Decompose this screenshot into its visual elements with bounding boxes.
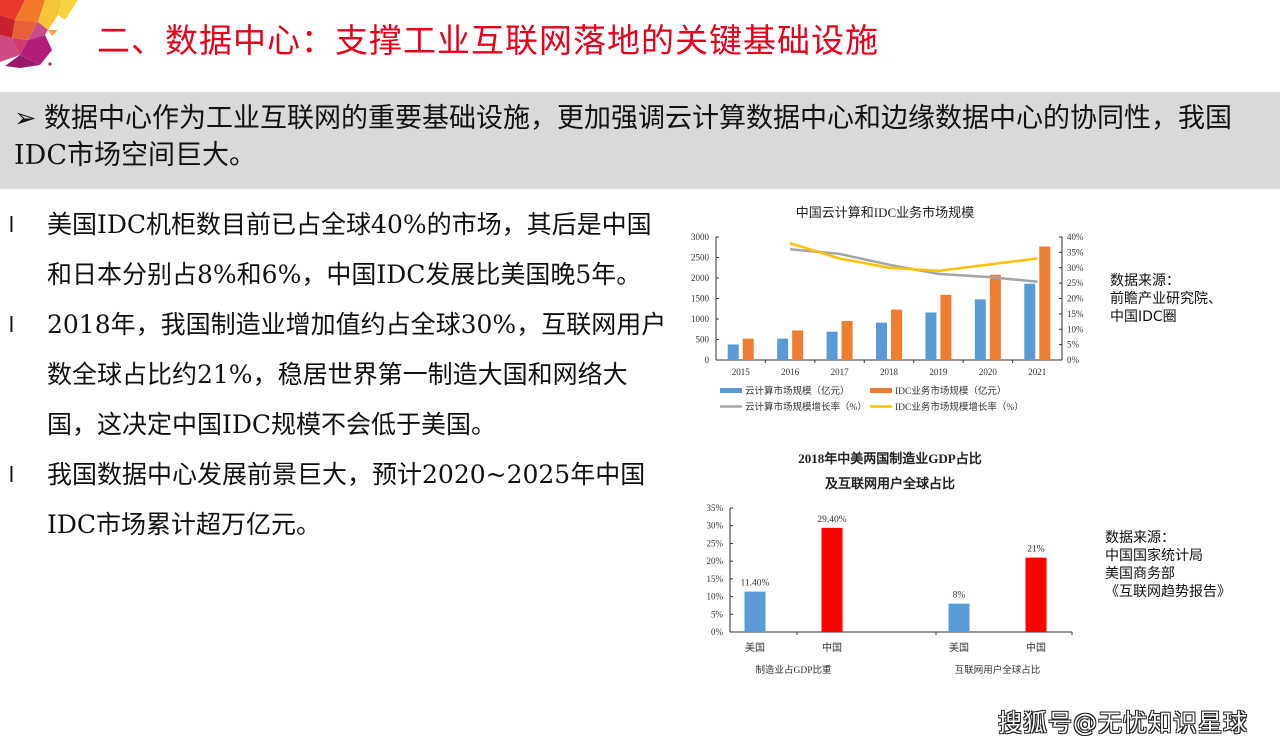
bar-cloud — [826, 331, 838, 360]
page-title: 二、数据中心：支撑工业互联网落地的关键基础设施 — [97, 21, 879, 60]
gdp-internet-share-chart: 2018年中美两国制造业GDP占比 及互联网用户全球占比 0% 5% 10% 15% 20%… — [690, 440, 1090, 680]
bar-usa — [744, 591, 766, 632]
source-label: 数据来源： — [1110, 273, 1180, 289]
bullet-item: l 美国IDC机柜数目前已占全球40%的市场，其后是中国和日本分别占8%和6%，… — [0, 200, 670, 300]
y2-tick-label: 0% — [1067, 355, 1080, 365]
bullet-marker-icon: l — [9, 312, 14, 337]
data-label: 29.40% — [817, 515, 846, 525]
data-label: 8% — [953, 591, 966, 601]
bullet-marker-icon: l — [9, 212, 14, 237]
source-line: 美国商务部 — [1105, 566, 1175, 582]
y-tick-label: 2500 — [691, 253, 710, 263]
y-tick-label: 5% — [711, 609, 724, 619]
bar-idc — [1039, 246, 1051, 360]
watermark: 搜狐号@无忧知识星球 — [998, 709, 1248, 737]
y2-tick-label: 5% — [1067, 340, 1080, 350]
legend-swatch — [720, 388, 742, 393]
x-tick-label: 2015 — [732, 367, 751, 377]
chart-title: 2018年中美两国制造业GDP占比 — [798, 451, 981, 466]
source-label: 数据来源： — [1105, 530, 1175, 546]
bullet-list: l 美国IDC机柜数目前已占全球40%的市场，其后是中国和日本分别占8%和6%，… — [0, 200, 670, 550]
bar-usa — [948, 603, 970, 632]
y2-tick-label: 35% — [1067, 247, 1084, 257]
y-tick-label: 1000 — [691, 314, 710, 324]
bar-china — [1025, 557, 1047, 632]
y-tick-label: 0 — [705, 355, 710, 365]
x-tick-label: 2020 — [979, 367, 998, 377]
bar-idc — [891, 309, 902, 360]
x-tick-label: 2017 — [831, 367, 850, 377]
data-label: 11.40% — [741, 579, 770, 589]
y-tick-label: 500 — [696, 335, 710, 345]
y2-tick-label: 20% — [1067, 294, 1084, 304]
line-idc-growth — [789, 241, 1038, 273]
bullet-item: l 2018年，我国制造业增加值约占全球30%，互联网用户数全球占比约21%，稳… — [0, 300, 670, 450]
bullet-item: l 我国数据中心发展前景巨大，预计2020~2025年中国IDC市场累计超万亿元… — [0, 450, 670, 550]
legend-label: 云计算市场规模增长率（%） — [745, 401, 867, 413]
bar-idc — [792, 330, 804, 360]
chart-title: 中国云计算和IDC业务市场规模 — [796, 205, 974, 220]
x-tick-label: 2021 — [1028, 367, 1046, 377]
y2-tick-label: 10% — [1067, 324, 1084, 334]
y-tick-label: 15% — [707, 574, 724, 584]
source-note-2: 数据来源： 中国国家统计局 美国商务部 《互联网趋势报告》 — [1105, 529, 1231, 601]
source-line: 中国IDC圈 — [1110, 309, 1177, 325]
category-label: 美国 — [949, 641, 969, 654]
legend-swatch — [870, 388, 892, 393]
y-tick-label: 0% — [711, 627, 724, 637]
summary-banner: ➢ 数据中心作为工业互联网的重要基础设施，更加强调云计算数据中心和边缘数据中心的协… — [0, 92, 1280, 189]
bar-cloud — [727, 344, 739, 360]
bar-idc — [841, 321, 853, 360]
bar-cloud — [876, 322, 887, 360]
y-tick-label: 1500 — [691, 294, 710, 304]
banner-text: 数据中心作为工业互联网的重要基础设施，更加强调云计算数据中心和边缘数据中心的协同… — [14, 103, 1232, 171]
bar-cloud — [777, 338, 789, 360]
y-tick-label: 3000 — [691, 232, 710, 242]
y-tick-label: 2000 — [691, 273, 710, 283]
bar-china — [821, 527, 843, 632]
bullet-marker-icon: l — [9, 462, 14, 487]
x-tick-label: 2018 — [880, 367, 899, 377]
market-size-chart: 中国云计算和IDC业务市场规模 0 500 1000 1500 2000 2500 3000 0… — [670, 195, 1100, 425]
bar-idc — [742, 338, 754, 360]
bar-cloud — [1024, 283, 1036, 360]
bullet-text: 我国数据中心发展前景巨大，预计2020~2025年中国IDC市场累计超万亿元。 — [47, 460, 646, 539]
logo-polygon-graphic — [0, 0, 80, 70]
bullet-text: 2018年，我国制造业增加值约占全球30%，互联网用户数全球占比约21%，稳居世… — [47, 310, 667, 439]
bar-idc — [940, 294, 952, 360]
y2-tick-label: 15% — [1067, 309, 1084, 319]
group-label: 互联网用户全球占比 — [955, 664, 1041, 676]
legend-label: IDC业务市场规模（亿元） — [895, 385, 1006, 397]
legend-label: 云计算市场规模（亿元） — [745, 385, 850, 397]
y2-tick-label: 30% — [1067, 263, 1084, 273]
y2-tick-label: 25% — [1067, 278, 1084, 288]
x-tick-label: 2019 — [929, 367, 948, 377]
bar-cloud — [974, 299, 986, 360]
data-label: 21% — [1027, 545, 1045, 555]
chart-title: 及互联网用户全球占比 — [825, 476, 955, 491]
source-line: 前瞻产业研究院、 — [1110, 291, 1222, 307]
category-label: 美国 — [745, 641, 765, 654]
y-tick-label: 25% — [707, 538, 724, 548]
source-note-1: 数据来源： 前瞻产业研究院、 中国IDC圈 — [1110, 272, 1222, 326]
group-label: 制造业占GDP比重 — [755, 664, 832, 676]
x-tick-label: 2016 — [781, 367, 800, 377]
legend-label: IDC业务市场规模增长率（%） — [895, 401, 1024, 413]
y-tick-label: 35% — [707, 503, 724, 513]
y-tick-label: 30% — [707, 521, 724, 531]
y-tick-label: 10% — [707, 592, 724, 602]
category-label: 中国 — [1026, 641, 1046, 654]
y-tick-label: 20% — [707, 556, 724, 566]
bullet-text: 美国IDC机柜数目前已占全球40%的市场，其后是中国和日本分别占8%和6%，中国… — [47, 210, 652, 289]
source-line: 《互联网趋势报告》 — [1105, 584, 1231, 600]
bar-idc — [989, 274, 1001, 360]
bar-cloud — [925, 312, 937, 360]
y2-tick-label: 40% — [1067, 232, 1084, 242]
category-label: 中国 — [822, 641, 842, 654]
source-line: 中国国家统计局 — [1105, 548, 1203, 564]
arrow-bullet-icon: ➢ — [14, 103, 37, 134]
